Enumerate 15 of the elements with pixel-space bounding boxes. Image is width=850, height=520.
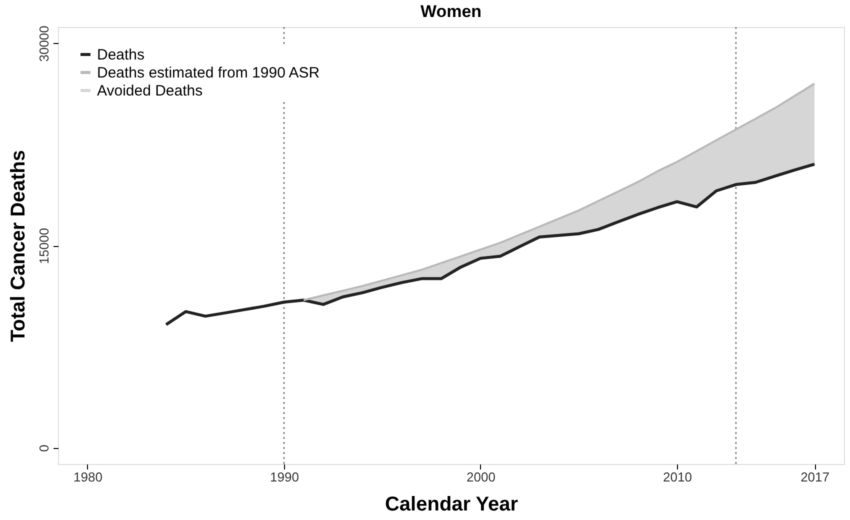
x-axis-title: Calendar Year: [384, 494, 518, 516]
legend-label: Deaths estimated from 1990 ASR: [97, 64, 320, 82]
x-tick-label: 1990: [270, 470, 299, 484]
x-tick-label: 1980: [74, 470, 102, 484]
x-tick-label: 2017: [800, 470, 830, 484]
y-tick-label: 0: [36, 444, 52, 452]
chart-title: Women: [420, 2, 482, 22]
legend-label: Deaths: [97, 46, 145, 64]
y-tick-label: 30000: [36, 26, 52, 62]
y-axis-title: Total Cancer Deaths: [8, 150, 30, 342]
y-tick-label: 15000: [36, 228, 52, 264]
x-tick-label: 2000: [466, 470, 496, 484]
legend-label: Avoided Deaths: [97, 82, 203, 100]
x-tick-label: 2010: [663, 470, 692, 484]
line-series: [164, 162, 816, 326]
